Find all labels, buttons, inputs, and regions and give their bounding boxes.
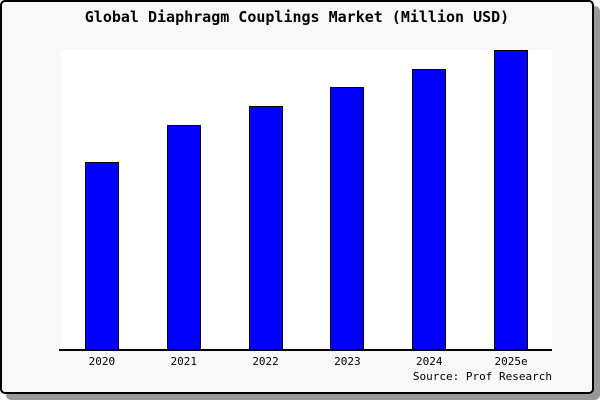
- x-tick-label: 2024: [415, 355, 443, 368]
- bar-slot: [143, 50, 225, 350]
- x-tick-label: 2023: [334, 355, 361, 368]
- bar-slot: [61, 50, 143, 350]
- x-axis-line: [59, 349, 552, 351]
- bar-2024: [412, 68, 447, 350]
- chart-card: Global Diaphragm Couplings Market (Milli…: [0, 0, 594, 394]
- bar-2021: [166, 125, 201, 350]
- plot-area: [61, 50, 552, 350]
- bar-2020: [84, 161, 119, 350]
- bar-slot: [470, 50, 552, 350]
- x-tick-label: 2025e: [494, 355, 528, 368]
- bar-slot: [225, 50, 307, 350]
- source-credit: Source: Prof Research: [412, 370, 552, 383]
- x-tick-label: 2022: [252, 355, 279, 368]
- chart-title: Global Diaphragm Couplings Market (Milli…: [84, 8, 510, 26]
- x-tick-label: 2020: [88, 355, 116, 368]
- bar-slot: [306, 50, 388, 350]
- bar-2023: [330, 86, 365, 350]
- bar-slot: [388, 50, 470, 350]
- bar-2022: [248, 106, 283, 350]
- bar-2025e: [494, 50, 529, 350]
- x-tick-label: 2021: [170, 355, 197, 368]
- x-axis-tick-labels: 2020 2021 2022 2023 2024 2025e: [61, 355, 552, 368]
